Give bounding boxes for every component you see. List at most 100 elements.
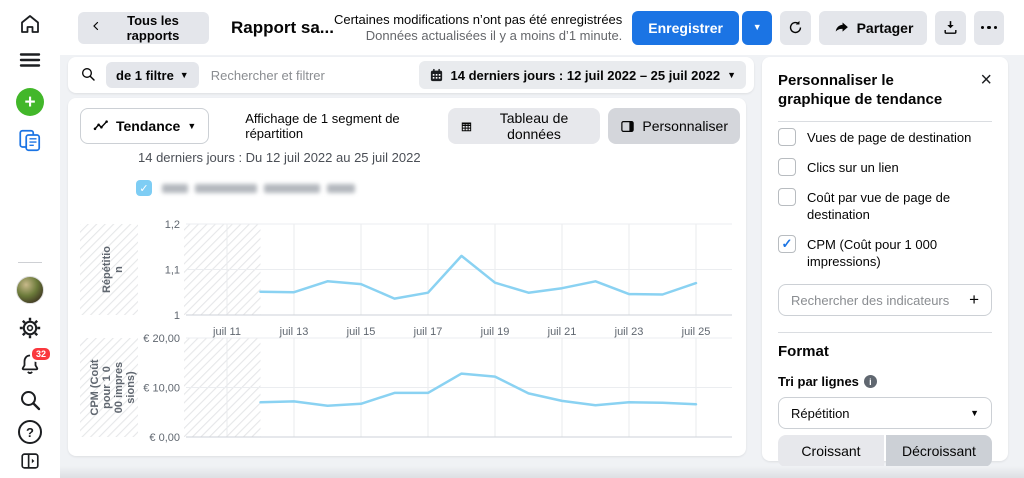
date-range-selector[interactable]: 14 derniers jours : 12 juil 2022 – 25 ju…: [418, 61, 746, 89]
format-heading: Format: [778, 343, 829, 360]
svg-text:juil 25: juil 25: [681, 326, 711, 338]
svg-text:€ 10,00: € 10,00: [143, 383, 180, 395]
svg-text:1,2: 1,2: [165, 219, 180, 231]
svg-text:juil 17: juil 17: [413, 326, 443, 338]
chevron-down-icon: ▼: [179, 69, 189, 80]
chevron-down-icon: ▼: [727, 69, 736, 80]
search-icon[interactable]: [18, 388, 42, 412]
home-icon[interactable]: [18, 12, 42, 36]
data-table-label: Tableau de données: [499, 110, 569, 142]
warning-line1: Certaines modifications n’ont pas été en…: [333, 11, 623, 27]
download-button[interactable]: [935, 10, 966, 45]
sidebar-divider: [18, 262, 42, 263]
svg-text:sions): sions): [125, 371, 137, 404]
svg-text:juil 21: juil 21: [547, 326, 577, 338]
checkbox-unchecked[interactable]: [778, 188, 796, 206]
legend-checkbox[interactable]: ✓: [136, 180, 152, 196]
descending-button[interactable]: Décroissant: [886, 435, 992, 467]
calendar-icon: [430, 68, 442, 81]
info-icon[interactable]: i: [863, 375, 877, 388]
svg-text:juil 23: juil 23: [614, 326, 644, 338]
metric-row[interactable]: Coût par vue de page de destination: [778, 182, 992, 229]
chart-legend: ✓: [136, 180, 355, 196]
sort-metric-value: Répétition: [791, 405, 850, 421]
checkbox-unchecked[interactable]: [778, 128, 796, 146]
legend-label-redacted: [162, 183, 355, 193]
help-icon[interactable]: ?: [18, 420, 42, 444]
svg-text:juil 15: juil 15: [346, 326, 376, 338]
close-icon[interactable]: ×: [980, 69, 992, 91]
filter-bar: de 1 filtre ▼ Rechercher et filtrer 14 d…: [68, 57, 754, 93]
chevron-down-icon: ▼: [187, 120, 197, 131]
unsaved-warning: Certaines modifications n’ont pas été en…: [334, 12, 622, 44]
collapse-panel-icon[interactable]: [19, 450, 41, 472]
download-icon: [944, 21, 957, 34]
customize-button[interactable]: Personnaliser: [608, 108, 740, 144]
sort-by-rows-label: Tri par lignes i: [778, 374, 992, 389]
notifications-bell-icon[interactable]: 32: [18, 346, 53, 376]
reports-copy-icon[interactable]: [17, 128, 43, 154]
panel-divider: [778, 332, 992, 333]
svg-text:00 impres: 00 impres: [113, 362, 125, 413]
checkbox-checked[interactable]: ✓: [778, 235, 796, 253]
add-plus-icon[interactable]: +: [969, 290, 979, 309]
filter-count-pill[interactable]: de 1 filtre ▼: [106, 62, 199, 88]
save-button[interactable]: Enregistrer: [632, 10, 739, 45]
chevron-down-icon: ▼: [752, 22, 762, 32]
back-to-reports-button[interactable]: Tous les rapports: [78, 11, 209, 44]
chart-title: 14 derniers jours : Du 12 juil 2022 au 2…: [138, 150, 421, 165]
svg-text:juil 19: juil 19: [480, 326, 510, 338]
metric-row[interactable]: Clics sur un lien: [778, 152, 992, 182]
svg-text:n: n: [113, 266, 125, 273]
search-icon: [80, 66, 96, 85]
page-bottom-edge: [0, 466, 1024, 478]
metric-label: Coût par vue de page de destination: [807, 190, 951, 222]
view-type-label: Tendance: [116, 118, 181, 134]
svg-text:juil 13: juil 13: [279, 326, 309, 338]
app-sidebar: + 32 ?: [0, 0, 60, 478]
sort-metric-select[interactable]: Répétition ▼: [778, 397, 992, 429]
refresh-icon: [789, 20, 802, 34]
chevron-left-icon: [90, 19, 102, 36]
chevron-down-icon: ▼: [970, 407, 979, 418]
trend-line-icon: [93, 120, 108, 131]
ascending-button[interactable]: Croissant: [778, 435, 884, 467]
svg-text:Répétitio: Répétitio: [101, 246, 113, 293]
metric-row[interactable]: ✓ CPM (Coût pour 1 000 impressions): [778, 229, 992, 276]
avatar[interactable]: [16, 276, 44, 304]
save-dropdown-button[interactable]: ▼: [742, 10, 773, 45]
svg-text:€ 0,00: € 0,00: [149, 432, 180, 444]
more-options-button[interactable]: [973, 10, 1004, 45]
share-label: Partager: [856, 19, 914, 36]
trend-chart-card: Tendance ▼ Affichage de 1 segment de rép…: [68, 98, 746, 456]
svg-text:1: 1: [174, 310, 180, 322]
notification-badge: 32: [30, 346, 53, 362]
sort-direction-toggle: Croissant Décroissant: [778, 435, 992, 467]
menu-icon[interactable]: [19, 52, 41, 68]
cpm-chart: € 0,00 € 10,00 € 20,00 CPM (Coût pour 1 0 00 …: [80, 332, 732, 444]
svg-text:juil 11: juil 11: [212, 326, 241, 338]
view-type-dropdown[interactable]: Tendance ▼: [80, 108, 210, 144]
metric-list: Vues de page de destination Clics sur un …: [778, 122, 992, 276]
topbar: Tous les rapports Rapport sa... Certaine…: [60, 0, 1024, 55]
customize-panel-icon: [621, 120, 635, 132]
page-title: Rapport sa...: [231, 17, 334, 37]
settings-gear-icon[interactable]: [18, 316, 42, 340]
metric-label: Vues de page de destination: [807, 130, 972, 145]
back-label: Tous les rapports: [126, 12, 180, 43]
metric-search-input[interactable]: Rechercher des indicateurs +: [778, 284, 992, 316]
date-range-label: 14 derniers jours : 12 juil 2022 – 25 ju…: [450, 67, 721, 83]
share-arrow-icon: [835, 22, 848, 32]
share-button[interactable]: Partager: [818, 10, 928, 45]
customize-trend-panel: Personnaliser le graphique de tendance ×…: [762, 57, 1008, 467]
metric-label: Clics sur un lien: [807, 160, 899, 175]
metric-row[interactable]: Vues de page de destination: [778, 122, 992, 152]
create-plus-icon[interactable]: +: [16, 88, 44, 116]
metric-label: CPM (Coût pour 1 000 impressions): [807, 237, 938, 269]
data-table-button[interactable]: Tableau de données: [447, 108, 601, 144]
checkbox-unchecked[interactable]: [778, 158, 796, 176]
repetition-chart: 1 1,1 1,2 Répétitio n juil 11 juil 13 juil 15 ju…: [80, 218, 732, 338]
refresh-button[interactable]: [780, 10, 811, 45]
search-filter-input[interactable]: Rechercher et filtrer: [210, 67, 325, 83]
warning-line2: Données actualisées il y a moins d’1 min…: [365, 27, 623, 43]
